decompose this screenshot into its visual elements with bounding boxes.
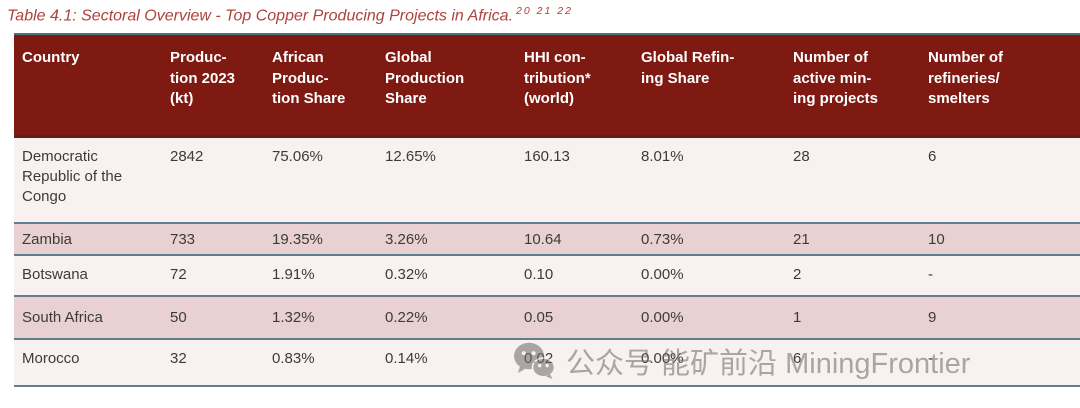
cell-country: Democratic Republic of the Congo [14, 136, 162, 223]
col-header-active-mining-projects: Number of active min- ing projects [785, 34, 920, 138]
sectoral-overview-table: Country Produc- tion 2023 (kt) African P… [14, 33, 1080, 387]
table-row-morocco: Morocco 32 0.83% 0.14% 0.02 0.00% 6 - [14, 339, 1080, 386]
cell-refining-share: 0.00% [633, 255, 785, 296]
cell-african-share: 19.35% [264, 223, 377, 255]
cell-mining-projects: 1 [785, 296, 920, 339]
cell-production: 32 [162, 339, 264, 386]
cell-refineries: 6 [920, 136, 1080, 223]
cell-refineries: - [920, 339, 1080, 386]
cell-global-share: 0.22% [377, 296, 516, 339]
cell-global-share: 0.14% [377, 339, 516, 386]
cell-country: Botswana [14, 255, 162, 296]
cell-production: 72 [162, 255, 264, 296]
cell-hhi: 0.10 [516, 255, 633, 296]
page-title: Table 4.1: Sectoral Overview - Top Coppe… [7, 5, 573, 25]
cell-production: 733 [162, 223, 264, 255]
cell-country: South Africa [14, 296, 162, 339]
cell-african-share: 0.83% [264, 339, 377, 386]
table-row-zambia: Zambia 733 19.35% 3.26% 10.64 0.73% 21 1… [14, 223, 1080, 255]
cell-refining-share: 0.73% [633, 223, 785, 255]
table-row-south-africa: South Africa 50 1.32% 0.22% 0.05 0.00% 1… [14, 296, 1080, 339]
cell-country: Zambia [14, 223, 162, 255]
cell-refineries: 9 [920, 296, 1080, 339]
col-header-production-2023: Produc- tion 2023 (kt) [162, 34, 264, 138]
cell-refining-share: 0.00% [633, 296, 785, 339]
cell-hhi: 160.13 [516, 136, 633, 223]
header-row: Country Produc- tion 2023 (kt) African P… [14, 34, 1080, 138]
cell-production: 2842 [162, 136, 264, 223]
col-header-global-refining-share: Global Refin- ing Share [633, 34, 785, 138]
table-row-drc: Democratic Republic of the Congo 2842 75… [14, 136, 1080, 223]
table-header: Country Produc- tion 2023 (kt) African P… [14, 34, 1080, 138]
cell-african-share: 75.06% [264, 136, 377, 223]
table-body: Democratic Republic of the Congo 2842 75… [14, 136, 1080, 386]
cell-hhi: 10.64 [516, 223, 633, 255]
col-header-african-production-share: African Produc- tion Share [264, 34, 377, 138]
cell-hhi: 0.05 [516, 296, 633, 339]
table-caption: Table 4.1: Sectoral Overview - Top Coppe… [7, 7, 514, 25]
cell-african-share: 1.32% [264, 296, 377, 339]
col-header-global-production-share: Global Production Share [377, 34, 516, 138]
cell-mining-projects: 21 [785, 223, 920, 255]
cell-production: 50 [162, 296, 264, 339]
col-header-country: Country [14, 34, 162, 138]
cell-refining-share: 8.01% [633, 136, 785, 223]
cell-african-share: 1.91% [264, 255, 377, 296]
cell-mining-projects: 28 [785, 136, 920, 223]
col-header-refineries-smelters: Number of refineries/ smelters [920, 34, 1080, 138]
col-header-hhi-contribution: HHI con- tribution* (world) [516, 34, 633, 138]
cell-global-share: 0.32% [377, 255, 516, 296]
cell-mining-projects: 2 [785, 255, 920, 296]
table-row-botswana: Botswana 72 1.91% 0.32% 0.10 0.00% 2 - [14, 255, 1080, 296]
cell-global-share: 3.26% [377, 223, 516, 255]
cell-global-share: 12.65% [377, 136, 516, 223]
cell-refineries: 10 [920, 223, 1080, 255]
title-footnote-refs: 20 21 22 [516, 5, 573, 17]
cell-country: Morocco [14, 339, 162, 386]
cell-hhi: 0.02 [516, 339, 633, 386]
cell-mining-projects: 6 [785, 339, 920, 386]
cell-refineries: - [920, 255, 1080, 296]
cell-refining-share: 0.00% [633, 339, 785, 386]
